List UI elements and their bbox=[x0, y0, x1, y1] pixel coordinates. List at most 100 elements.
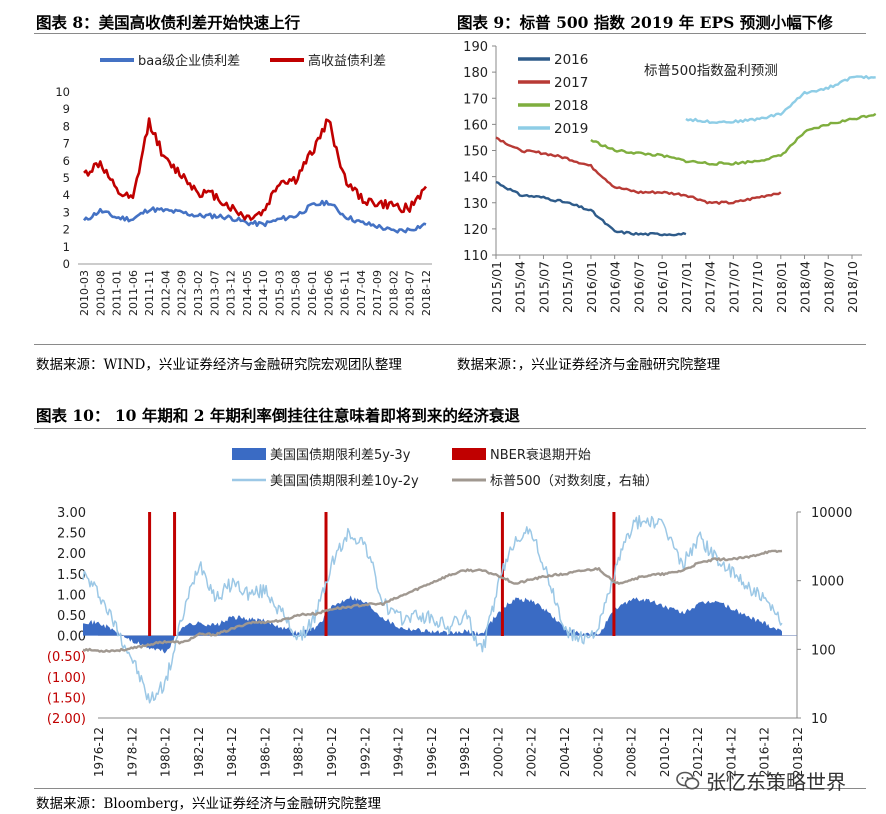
fig10-x-tick-label: 1990-12 bbox=[325, 727, 339, 777]
fig10-x-tick-label: 1978-12 bbox=[125, 727, 139, 777]
fig8-x-tick-label: 2012-04 bbox=[159, 270, 172, 316]
fig9-x-tick-label: 2015/01 bbox=[489, 261, 504, 313]
fig9-x-tick-label: 2015/10 bbox=[560, 261, 575, 313]
fig9-x-tick-label: 2016/01 bbox=[584, 261, 599, 313]
watermark: 张忆东策略世界 bbox=[676, 766, 846, 795]
fig9-title: 图表 9：标普 500 指数 2019 年 EPS 预测小幅下修 bbox=[457, 13, 833, 32]
fig9-series-line bbox=[590, 112, 877, 166]
fig10-x-tick-label: 1998-12 bbox=[458, 727, 472, 777]
fig10-y-tick-label: 2.50 bbox=[57, 527, 86, 542]
fig8-y-tick-label: 3 bbox=[63, 205, 70, 219]
fig10-right-tick-label: 10000 bbox=[811, 506, 852, 521]
fig8-x-tick-label: 2013-07 bbox=[208, 270, 221, 316]
fig9-x-tick-label: 2018/01 bbox=[774, 261, 789, 313]
fig10-y-tick-label: (0.50) bbox=[47, 650, 86, 665]
fig10-x-tick-label: 2018-12 bbox=[791, 727, 805, 777]
fig10-x-tick-label: 1984-12 bbox=[225, 727, 239, 777]
watermark-text: 张忆东策略世界 bbox=[706, 770, 846, 794]
fig9-series-line bbox=[685, 74, 876, 125]
fig8-x-tick-label: 2016-11 bbox=[339, 270, 352, 316]
fig10-y-tick-label: (2.00) bbox=[47, 712, 86, 727]
fig8-legend-label: baa级企业债利差 bbox=[138, 53, 240, 69]
fig8-y-tick-label: 0 bbox=[63, 257, 70, 271]
fig10-legend-swatch bbox=[232, 448, 266, 460]
fig10-x-tick-label: 2008-12 bbox=[625, 727, 639, 777]
fig9-legend-label: 2019 bbox=[554, 121, 588, 137]
fig9-y-tick-label: 170 bbox=[463, 92, 488, 107]
fig8-x-tick-label: 2013-12 bbox=[225, 270, 238, 316]
fig10-x-tick-label: 2012-12 bbox=[691, 727, 705, 777]
fig8-y-tick-label: 5 bbox=[63, 171, 70, 185]
fig10-x-tick-label: 1992-12 bbox=[358, 727, 372, 777]
fig9-y-tick-label: 120 bbox=[463, 223, 488, 238]
fig9-x-tick-label: 2018/10 bbox=[845, 261, 860, 313]
fig9-series-line bbox=[495, 180, 687, 237]
fig9-y-tick-label: 180 bbox=[463, 66, 488, 81]
fig10-y-tick-label: 1.00 bbox=[57, 588, 86, 603]
fig9-x-tick-label: 2016/07 bbox=[631, 261, 646, 313]
fig8-x-tick-label: 2014-05 bbox=[241, 270, 254, 316]
fig8-x-tick-label: 2013-02 bbox=[192, 270, 205, 316]
fig10-legend-swatch bbox=[452, 448, 486, 460]
fig9-y-tick-label: 140 bbox=[463, 171, 488, 186]
fig10-x-tick-label: 2014-12 bbox=[724, 727, 738, 777]
fig9-legend-label: 2017 bbox=[554, 75, 588, 91]
fig8-y-tick-label: 8 bbox=[63, 119, 70, 133]
fig10-y-tick-label: 2.00 bbox=[57, 547, 86, 562]
fig9-chart-title: 标普500指数盈利预测 bbox=[644, 63, 778, 79]
fig10-x-tick-label: 2002-12 bbox=[525, 727, 539, 777]
fig9-x-tick-label: 2016/04 bbox=[608, 261, 623, 313]
fig10-x-tick-label: 2000-12 bbox=[491, 727, 505, 777]
fig9-x-tick-label: 2015/07 bbox=[536, 261, 551, 313]
fig8-x-tick-label: 2015-03 bbox=[273, 270, 286, 316]
fig9-legend-label: 2018 bbox=[554, 98, 588, 114]
mid-rule-1 bbox=[34, 344, 866, 345]
fig9-x-tick-label: 2017/10 bbox=[750, 261, 765, 313]
fig10-x-tick-label: 2010-12 bbox=[658, 727, 672, 777]
fig10-x-tick-label: 1986-12 bbox=[258, 727, 272, 777]
fig8-y-tick-label: 6 bbox=[63, 154, 70, 168]
fig9-legend-label: 2016 bbox=[554, 52, 588, 68]
fig9-y-tick-label: 130 bbox=[463, 197, 488, 212]
fig8-x-tick-label: 2010-03 bbox=[78, 270, 91, 316]
fig10-y-tick-label: 1.50 bbox=[57, 568, 86, 583]
fig10-y-tick-label: (1.50) bbox=[47, 691, 86, 706]
fig10-x-tick-label: 1976-12 bbox=[92, 727, 106, 777]
fig9-y-tick-label: 160 bbox=[463, 118, 488, 133]
fig8-x-tick-label: 2011-06 bbox=[127, 270, 140, 316]
fig10-y-tick-label: 0.00 bbox=[57, 630, 86, 645]
fig10-x-tick-label: 1980-12 bbox=[159, 727, 173, 777]
fig10-legend-label: 标普500（对数刻度，右轴） bbox=[490, 473, 658, 489]
fig9-x-tick-label: 2015/04 bbox=[513, 261, 528, 313]
fig10-legend-label: NBER衰退期开始 bbox=[490, 447, 591, 463]
fig8-x-tick-label: 2010-08 bbox=[94, 270, 107, 316]
fig10-right-tick-label: 1000 bbox=[811, 575, 844, 590]
fig9-x-tick-label: 2017/04 bbox=[703, 261, 718, 313]
fig8-x-tick-label: 2018-12 bbox=[420, 270, 433, 316]
fig8-title: 图表 8：美国高收债利差开始快速上行 bbox=[36, 13, 301, 32]
fig9-series-line bbox=[495, 136, 782, 205]
mid-rule-2 bbox=[34, 428, 866, 429]
fig8-x-tick-label: 2016-01 bbox=[306, 270, 319, 316]
fig10-source: 数据来源：Bloomberg，兴业证券经济与金融研究院整理 bbox=[36, 796, 382, 812]
fig8-x-tick-label: 2012-09 bbox=[176, 270, 189, 316]
fig10-x-tick-label: 1994-12 bbox=[392, 727, 406, 777]
fig8-x-tick-label: 2011-11 bbox=[143, 270, 156, 316]
fig9-x-tick-label: 2016/10 bbox=[655, 261, 670, 313]
fig10-right-tick-label: 10 bbox=[811, 712, 828, 727]
fig8-source: 数据来源：WIND，兴业证券经济与金融研究院宏观团队整理 bbox=[36, 357, 402, 373]
fig8-y-tick-label: 1 bbox=[63, 240, 70, 254]
bottom-rule bbox=[34, 788, 866, 789]
fig9-x-tick-label: 2017/07 bbox=[726, 261, 741, 313]
top-rule bbox=[34, 33, 866, 34]
fig10-legend-label: 美国国债期限利差5y-3y bbox=[270, 448, 411, 463]
fig10-x-tick-label: 2006-12 bbox=[591, 727, 605, 777]
fig9-x-tick-label: 2017/01 bbox=[679, 261, 694, 313]
fig10-line-sp500 bbox=[82, 549, 783, 653]
fig8-legend-label: 高收益债利差 bbox=[308, 53, 386, 69]
fig10-y-tick-label: 0.50 bbox=[57, 609, 86, 624]
wechat-icon bbox=[676, 771, 700, 789]
fig8-y-tick-label: 2 bbox=[63, 223, 70, 237]
fig10-x-tick-label: 1982-12 bbox=[192, 727, 206, 777]
fig8-y-tick-label: 7 bbox=[63, 137, 70, 151]
